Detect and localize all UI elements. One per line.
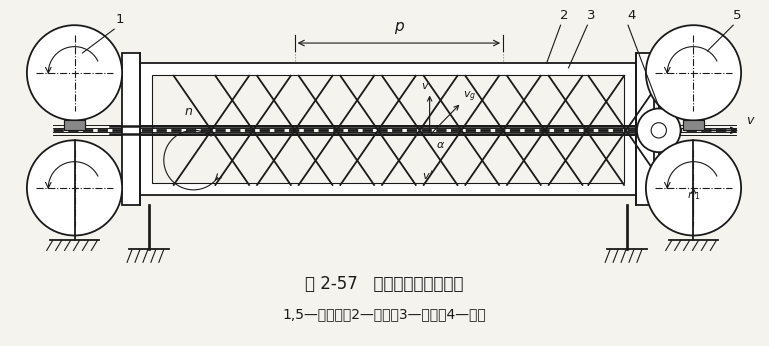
Circle shape [646, 140, 741, 236]
Bar [152, 75, 624, 183]
Text: v: v [421, 81, 428, 91]
Bar [140, 63, 636, 195]
Circle shape [646, 25, 741, 120]
Circle shape [27, 25, 122, 120]
Text: 1: 1 [116, 13, 125, 26]
Text: 3: 3 [587, 9, 595, 22]
Text: $v_g$: $v_g$ [464, 90, 477, 104]
Bar [122, 53, 140, 205]
Text: 4: 4 [628, 9, 636, 22]
Text: $v'$: $v'$ [421, 169, 433, 182]
Bar [64, 120, 85, 130]
Bar [636, 53, 654, 205]
Text: p: p [394, 19, 404, 34]
Text: 图 2-57   多斜辊转毂矫直机图: 图 2-57 多斜辊转毂矫直机图 [305, 275, 464, 293]
Text: n: n [185, 106, 192, 118]
Text: 2: 2 [561, 9, 569, 22]
Circle shape [651, 123, 667, 138]
Bar [683, 120, 704, 130]
Circle shape [637, 109, 681, 152]
Text: 1,5—夹送辊；2—转毂；3—斜辊；4—带轮: 1,5—夹送辊；2—转毂；3—斜辊；4—带轮 [283, 307, 486, 321]
Text: $\alpha$: $\alpha$ [435, 140, 444, 150]
Bar [683, 120, 704, 130]
Text: 5: 5 [733, 9, 741, 22]
Bar [64, 120, 85, 130]
Circle shape [27, 140, 122, 236]
Text: $n_1$: $n_1$ [687, 190, 700, 202]
Text: v: v [746, 115, 754, 127]
